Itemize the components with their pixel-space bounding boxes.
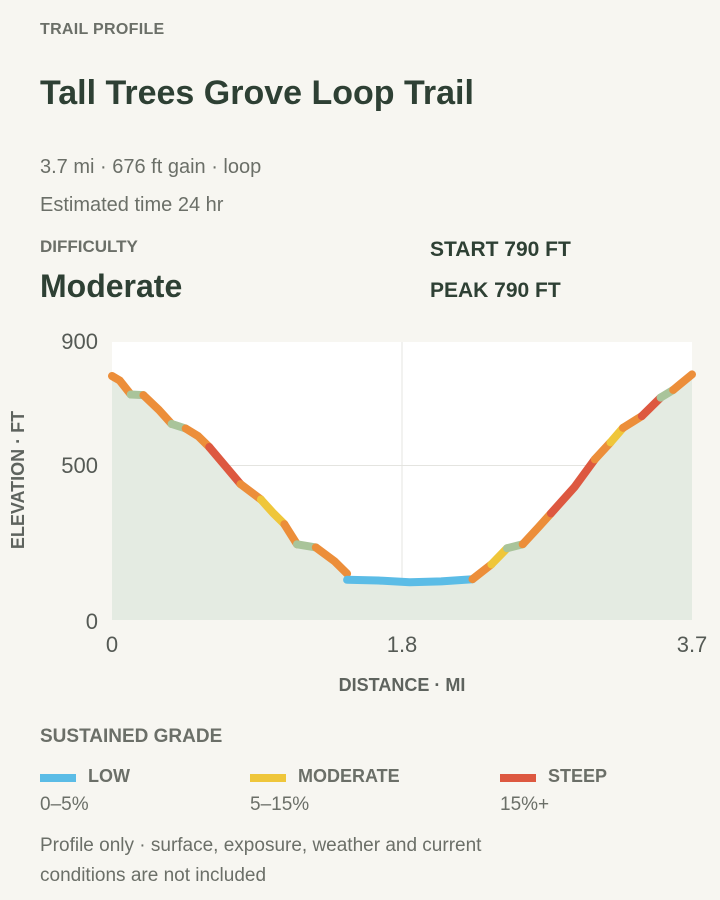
start-elevation: START 790 FT (430, 238, 571, 261)
profile-segment-orange-4 (181, 424, 214, 451)
difficulty-value: Moderate (40, 268, 183, 304)
y-axis-label: ELEVATION · FT (8, 411, 28, 549)
y-tick-900: 900 (61, 329, 98, 354)
legend-swatch-low (40, 774, 76, 782)
profile-segment-orange-2 (139, 391, 176, 428)
x-tick-3-7: 3.7 (677, 632, 708, 657)
disclaimer-note: Profile only · surface, exposure, weathe… (40, 835, 482, 886)
legend-range-moderate: 5–15% (250, 794, 310, 815)
elevation-chart: 900 500 0 0 1.8 3.7 DISTANCE · MI ELEVAT… (8, 329, 708, 695)
elevation-area (112, 374, 692, 620)
profile-segment-moderate-7 (256, 495, 289, 529)
legend-swatch-moderate (250, 774, 286, 782)
x-axis-label: DISTANCE · MI (339, 675, 466, 695)
legend-range-steep: 15%+ (500, 794, 550, 815)
x-tick-1-8: 1.8 (387, 632, 418, 657)
y-tick-500: 500 (61, 453, 98, 478)
peak-elevation: PEAK 790 FT (430, 279, 561, 302)
estimated-time: Estimated time 24 hr (40, 194, 224, 216)
legend-name-steep: STEEP (548, 766, 608, 786)
profile-segment-orange-0 (108, 372, 135, 399)
profile-segment-steep-16 (546, 455, 599, 518)
profile-segment-steep-5 (205, 443, 245, 489)
profile-segment-steep-20 (637, 393, 665, 421)
legend-swatch-steep (500, 774, 536, 782)
legend-title: SUSTAINED GRADE (40, 726, 223, 747)
legend-range-low: 0–5% (40, 794, 89, 815)
legend-name-moderate: MODERATE (298, 766, 400, 786)
profile-segment-low-11 (343, 575, 477, 587)
legend-name-low: LOW (88, 766, 130, 786)
profile-segment-orange-22 (669, 370, 696, 394)
x-tick-0: 0 (106, 632, 118, 657)
profile-segment-orange-12 (468, 560, 496, 584)
elevation-line (108, 370, 696, 587)
profile-segment-orange-10 (311, 543, 352, 578)
y-tick-0: 0 (86, 609, 98, 634)
profile-segment-orange-6 (236, 480, 265, 504)
trail-summary: 3.7 mi · 676 ft gain · loop (40, 156, 262, 178)
profile-segment-orange-15 (518, 509, 555, 549)
difficulty-label: DIFFICULTY (40, 237, 138, 256)
eyebrow-label: TRAIL PROFILE (40, 21, 165, 38)
trail-title: Tall Trees Grove Loop Trail (40, 74, 474, 112)
